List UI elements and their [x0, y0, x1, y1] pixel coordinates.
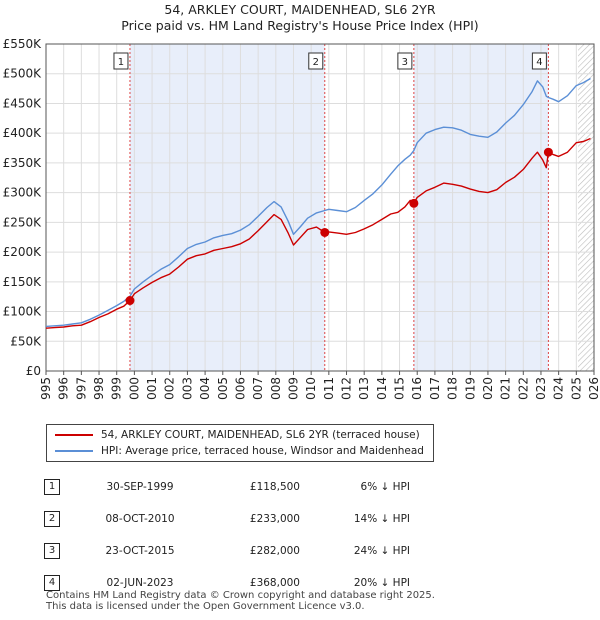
x-tick-label: 2019 [463, 377, 477, 400]
x-tick-label: 2025 [569, 377, 583, 400]
transaction-hpi-diff: 24% ↓ HPI [353, 545, 410, 557]
x-tick-label: 2002 [163, 377, 177, 400]
x-tick-label: 2020 [481, 377, 495, 400]
table-row: 2 08-OCT-2010 £233,000 14% ↓ HPI [44, 503, 410, 535]
ownership-period-shade [129, 44, 325, 371]
x-tick-label: 2000 [127, 377, 141, 400]
marker-label-box [397, 52, 413, 70]
forecast-region [578, 44, 594, 371]
sale-point [125, 296, 135, 306]
transaction-date: 02-JUN-2023 [106, 577, 174, 589]
transaction-date: 23-OCT-2015 [105, 545, 175, 557]
y-tick-label: £0 [26, 364, 41, 378]
sale-point [320, 227, 330, 237]
transaction-number-badge: 2 [44, 511, 60, 527]
transaction-date: 08-OCT-2010 [105, 513, 175, 525]
hpi-line [45, 77, 591, 328]
ownership-period-shade [413, 44, 549, 371]
x-tick-label: 2024 [552, 377, 566, 400]
y-tick-label: £200K [3, 245, 43, 259]
y-tick-label: £350K [3, 156, 43, 170]
transaction-price: £233,000 [249, 513, 300, 525]
x-tick-label: 1998 [92, 377, 106, 400]
marker-label: 4 [536, 57, 542, 68]
legend-swatch-hpi [55, 450, 93, 452]
table-row: 3 23-OCT-2015 £282,000 24% ↓ HPI [44, 535, 410, 567]
legend: 54, ARKLEY COURT, MAIDENHEAD, SL6 2YR (t… [46, 424, 434, 462]
transaction-price: £118,500 [249, 481, 300, 493]
x-tick-label: 1996 [57, 377, 71, 400]
y-tick-label: £150K [3, 275, 43, 289]
x-tick-label: 2021 [499, 377, 513, 400]
transactions-table: 1 30-SEP-1999 £118,500 6% ↓ HPI 2 08-OCT… [44, 471, 410, 599]
legend-item-property: 54, ARKLEY COURT, MAIDENHEAD, SL6 2YR (t… [55, 427, 420, 443]
x-tick-label: 2001 [145, 377, 159, 400]
sale-point [409, 198, 419, 208]
x-tick-label: 1999 [110, 377, 124, 400]
footer-copyright: Contains HM Land Registry data © Crown c… [46, 590, 435, 601]
marker-label: 2 [313, 57, 319, 68]
y-tick-label: £100K [3, 305, 43, 319]
marker-label-box [308, 52, 324, 70]
y-tick-label: £400K [3, 126, 43, 140]
y-tick-label: £500K [3, 67, 43, 81]
y-tick-label: £550K [3, 37, 43, 51]
transaction-hpi-diff: 14% ↓ HPI [353, 513, 410, 525]
legend-item-hpi: HPI: Average price, terraced house, Wind… [55, 443, 424, 459]
x-tick-label: 2009 [286, 377, 300, 400]
chart-title: 54, ARKLEY COURT, MAIDENHEAD, SL6 2YR [164, 2, 436, 17]
transaction-price: £282,000 [249, 545, 300, 557]
table-row: 1 30-SEP-1999 £118,500 6% ↓ HPI [44, 471, 410, 503]
x-tick-label: 2012 [340, 377, 354, 400]
chart-subtitle: Price paid vs. HM Land Registry's House … [121, 18, 479, 33]
marker-label-box [113, 52, 129, 70]
transaction-number-badge: 1 [44, 479, 60, 495]
x-tick-label: 2018 [446, 377, 460, 400]
marker-label: 1 [118, 57, 124, 68]
x-tick-label: 2006 [233, 377, 247, 400]
x-tick-label: 2016 [410, 377, 424, 400]
x-tick-label: 2014 [375, 377, 389, 400]
transaction-number-badge: 3 [44, 543, 60, 559]
legend-swatch-property [55, 434, 93, 436]
transaction-number-badge: 4 [44, 575, 60, 591]
x-tick-label: 2008 [269, 377, 283, 400]
footer: Contains HM Land Registry data © Crown c… [46, 590, 435, 612]
footer-license: This data is licensed under the Open Gov… [46, 601, 365, 612]
x-tick-label: 2017 [428, 377, 442, 400]
y-tick-label: £250K [3, 215, 43, 229]
x-tick-label: 2026 [587, 377, 600, 400]
x-tick-label: 1995 [39, 377, 53, 400]
transaction-hpi-diff: 20% ↓ HPI [353, 577, 410, 589]
x-tick-label: 2023 [534, 377, 548, 400]
x-tick-label: 2011 [322, 377, 336, 400]
y-tick-label: £450K [3, 96, 43, 110]
y-tick-label: £50K [10, 334, 42, 348]
x-tick-label: 2004 [198, 377, 212, 400]
transaction-date: 30-SEP-1999 [106, 481, 174, 493]
x-tick-label: 2003 [180, 377, 194, 400]
transaction-price: £368,000 [249, 577, 300, 589]
legend-label-hpi: HPI: Average price, terraced house, Wind… [101, 445, 424, 457]
x-tick-label: 2007 [251, 377, 265, 400]
sale-point [543, 147, 553, 157]
marker-label: 3 [402, 57, 408, 68]
x-tick-label: 2015 [393, 377, 407, 400]
legend-label-property: 54, ARKLEY COURT, MAIDENHEAD, SL6 2YR (t… [101, 429, 420, 441]
price-chart: £0 £50K £100K £150K £200K £250K £300K £350K £400… [3, 37, 600, 400]
table-row: 4 02-JUN-2023 £368,000 20% ↓ HPI [44, 567, 410, 599]
x-tick-label: 2010 [304, 377, 318, 400]
x-tick-label: 1997 [74, 377, 88, 400]
x-tick-label: 2022 [516, 377, 530, 400]
x-tick-label: 2005 [216, 377, 230, 400]
transaction-hpi-diff: 6% ↓ HPI [360, 481, 410, 493]
plot-frame [45, 43, 595, 372]
x-tick-label: 2013 [357, 377, 371, 400]
marker-label-box [531, 52, 547, 70]
y-tick-label: £300K [3, 186, 43, 200]
